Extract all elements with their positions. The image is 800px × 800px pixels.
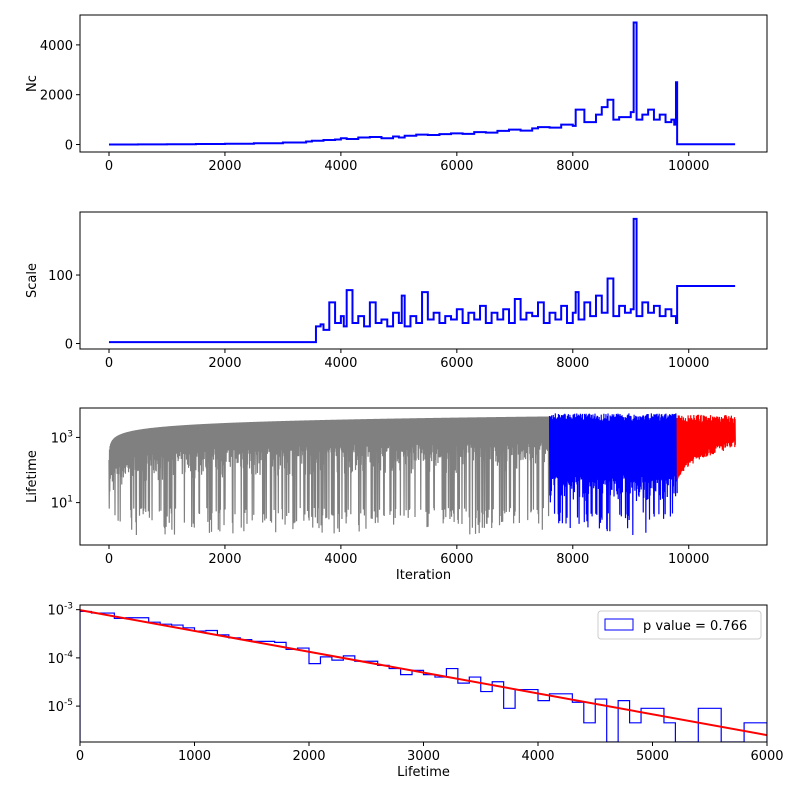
axes-frame bbox=[79, 407, 768, 546]
x-tick-label: 10000 bbox=[668, 356, 709, 371]
x-tick-label: 0 bbox=[105, 159, 113, 174]
panel-4: 0 1000 2000 3000 4000 5000 6000 10-3 10-4 10-5 Lif… bbox=[47, 602, 783, 780]
x-tick-label: 10000 bbox=[668, 159, 709, 174]
legend-label: p value = 0.766 bbox=[643, 619, 747, 634]
x-tick-label: 6000 bbox=[750, 749, 783, 764]
plot-area bbox=[108, 217, 736, 344]
series-line bbox=[108, 21, 736, 146]
y-tick-label: 4000 bbox=[40, 39, 73, 54]
x-tick-label: 8000 bbox=[556, 159, 589, 174]
x-tick-label: 6000 bbox=[440, 552, 473, 567]
x-tick-label: 4000 bbox=[324, 159, 357, 174]
x-tick-label: 8000 bbox=[556, 356, 589, 371]
legend-box bbox=[597, 610, 762, 640]
x-tick-label: 5000 bbox=[636, 749, 669, 764]
x-tick-label: 2000 bbox=[208, 159, 241, 174]
x-tick-label: 6000 bbox=[440, 159, 473, 174]
x-tick-label: 4000 bbox=[324, 356, 357, 371]
x-tick-label: 0 bbox=[76, 749, 84, 764]
y-tick-label: 2000 bbox=[40, 89, 73, 104]
x-tick-label: 2000 bbox=[208, 356, 241, 371]
x-axis-label: Lifetime bbox=[397, 765, 450, 780]
y-tick-label: 0 bbox=[65, 139, 73, 154]
y-tick-label: 10-5 bbox=[47, 698, 73, 715]
y-tick-label: 100 bbox=[48, 269, 73, 284]
x-tick-label: 2000 bbox=[292, 749, 325, 764]
axes-frame bbox=[79, 211, 768, 350]
fit-line bbox=[80, 609, 767, 737]
y-axis-label: Nc bbox=[25, 75, 40, 92]
x-tick-label: 3000 bbox=[407, 749, 440, 764]
panel-1: 0 2000 4000 6000 8000 10000 0 2000 4000 Nc bbox=[25, 14, 768, 174]
x-tick-label: 2000 bbox=[208, 552, 241, 567]
x-tick-label: 8000 bbox=[556, 552, 589, 567]
legend-swatch bbox=[604, 618, 634, 631]
x-tick-label: 6000 bbox=[440, 356, 473, 371]
plot-area bbox=[108, 413, 736, 536]
y-tick-label: 101 bbox=[51, 495, 73, 512]
axes-frame bbox=[79, 14, 768, 153]
x-tick-label: 0 bbox=[105, 356, 113, 371]
series-trace-2 bbox=[548, 413, 678, 536]
x-tick-label: 1000 bbox=[178, 749, 211, 764]
y-tick-label: 10-4 bbox=[47, 650, 73, 667]
y-tick-label: 0 bbox=[65, 338, 73, 353]
x-tick-label: 4000 bbox=[521, 749, 554, 764]
series-trace-3 bbox=[676, 414, 736, 480]
y-axis-label: Lifetime bbox=[25, 450, 40, 503]
y-tick-label: 103 bbox=[51, 429, 73, 446]
x-tick-label: 4000 bbox=[324, 552, 357, 567]
panel-2: 0 2000 4000 6000 8000 10000 0 100 Scale bbox=[25, 211, 768, 371]
panel-3: 0 2000 4000 6000 8000 10000 101 103 Lifetime Iter… bbox=[25, 407, 768, 583]
x-tick-label: 0 bbox=[105, 552, 113, 567]
y-tick-label: 10-3 bbox=[47, 602, 73, 619]
plot-area bbox=[80, 609, 767, 742]
series-trace-1 bbox=[108, 416, 551, 536]
legend: p value = 0.766 bbox=[597, 610, 762, 640]
x-axis-label: Iteration bbox=[396, 568, 451, 583]
y-axis-label: Scale bbox=[25, 263, 40, 298]
plot-area bbox=[108, 21, 736, 146]
x-tick-label: 10000 bbox=[668, 552, 709, 567]
series-line bbox=[108, 217, 736, 344]
histogram-steps bbox=[80, 610, 767, 742]
